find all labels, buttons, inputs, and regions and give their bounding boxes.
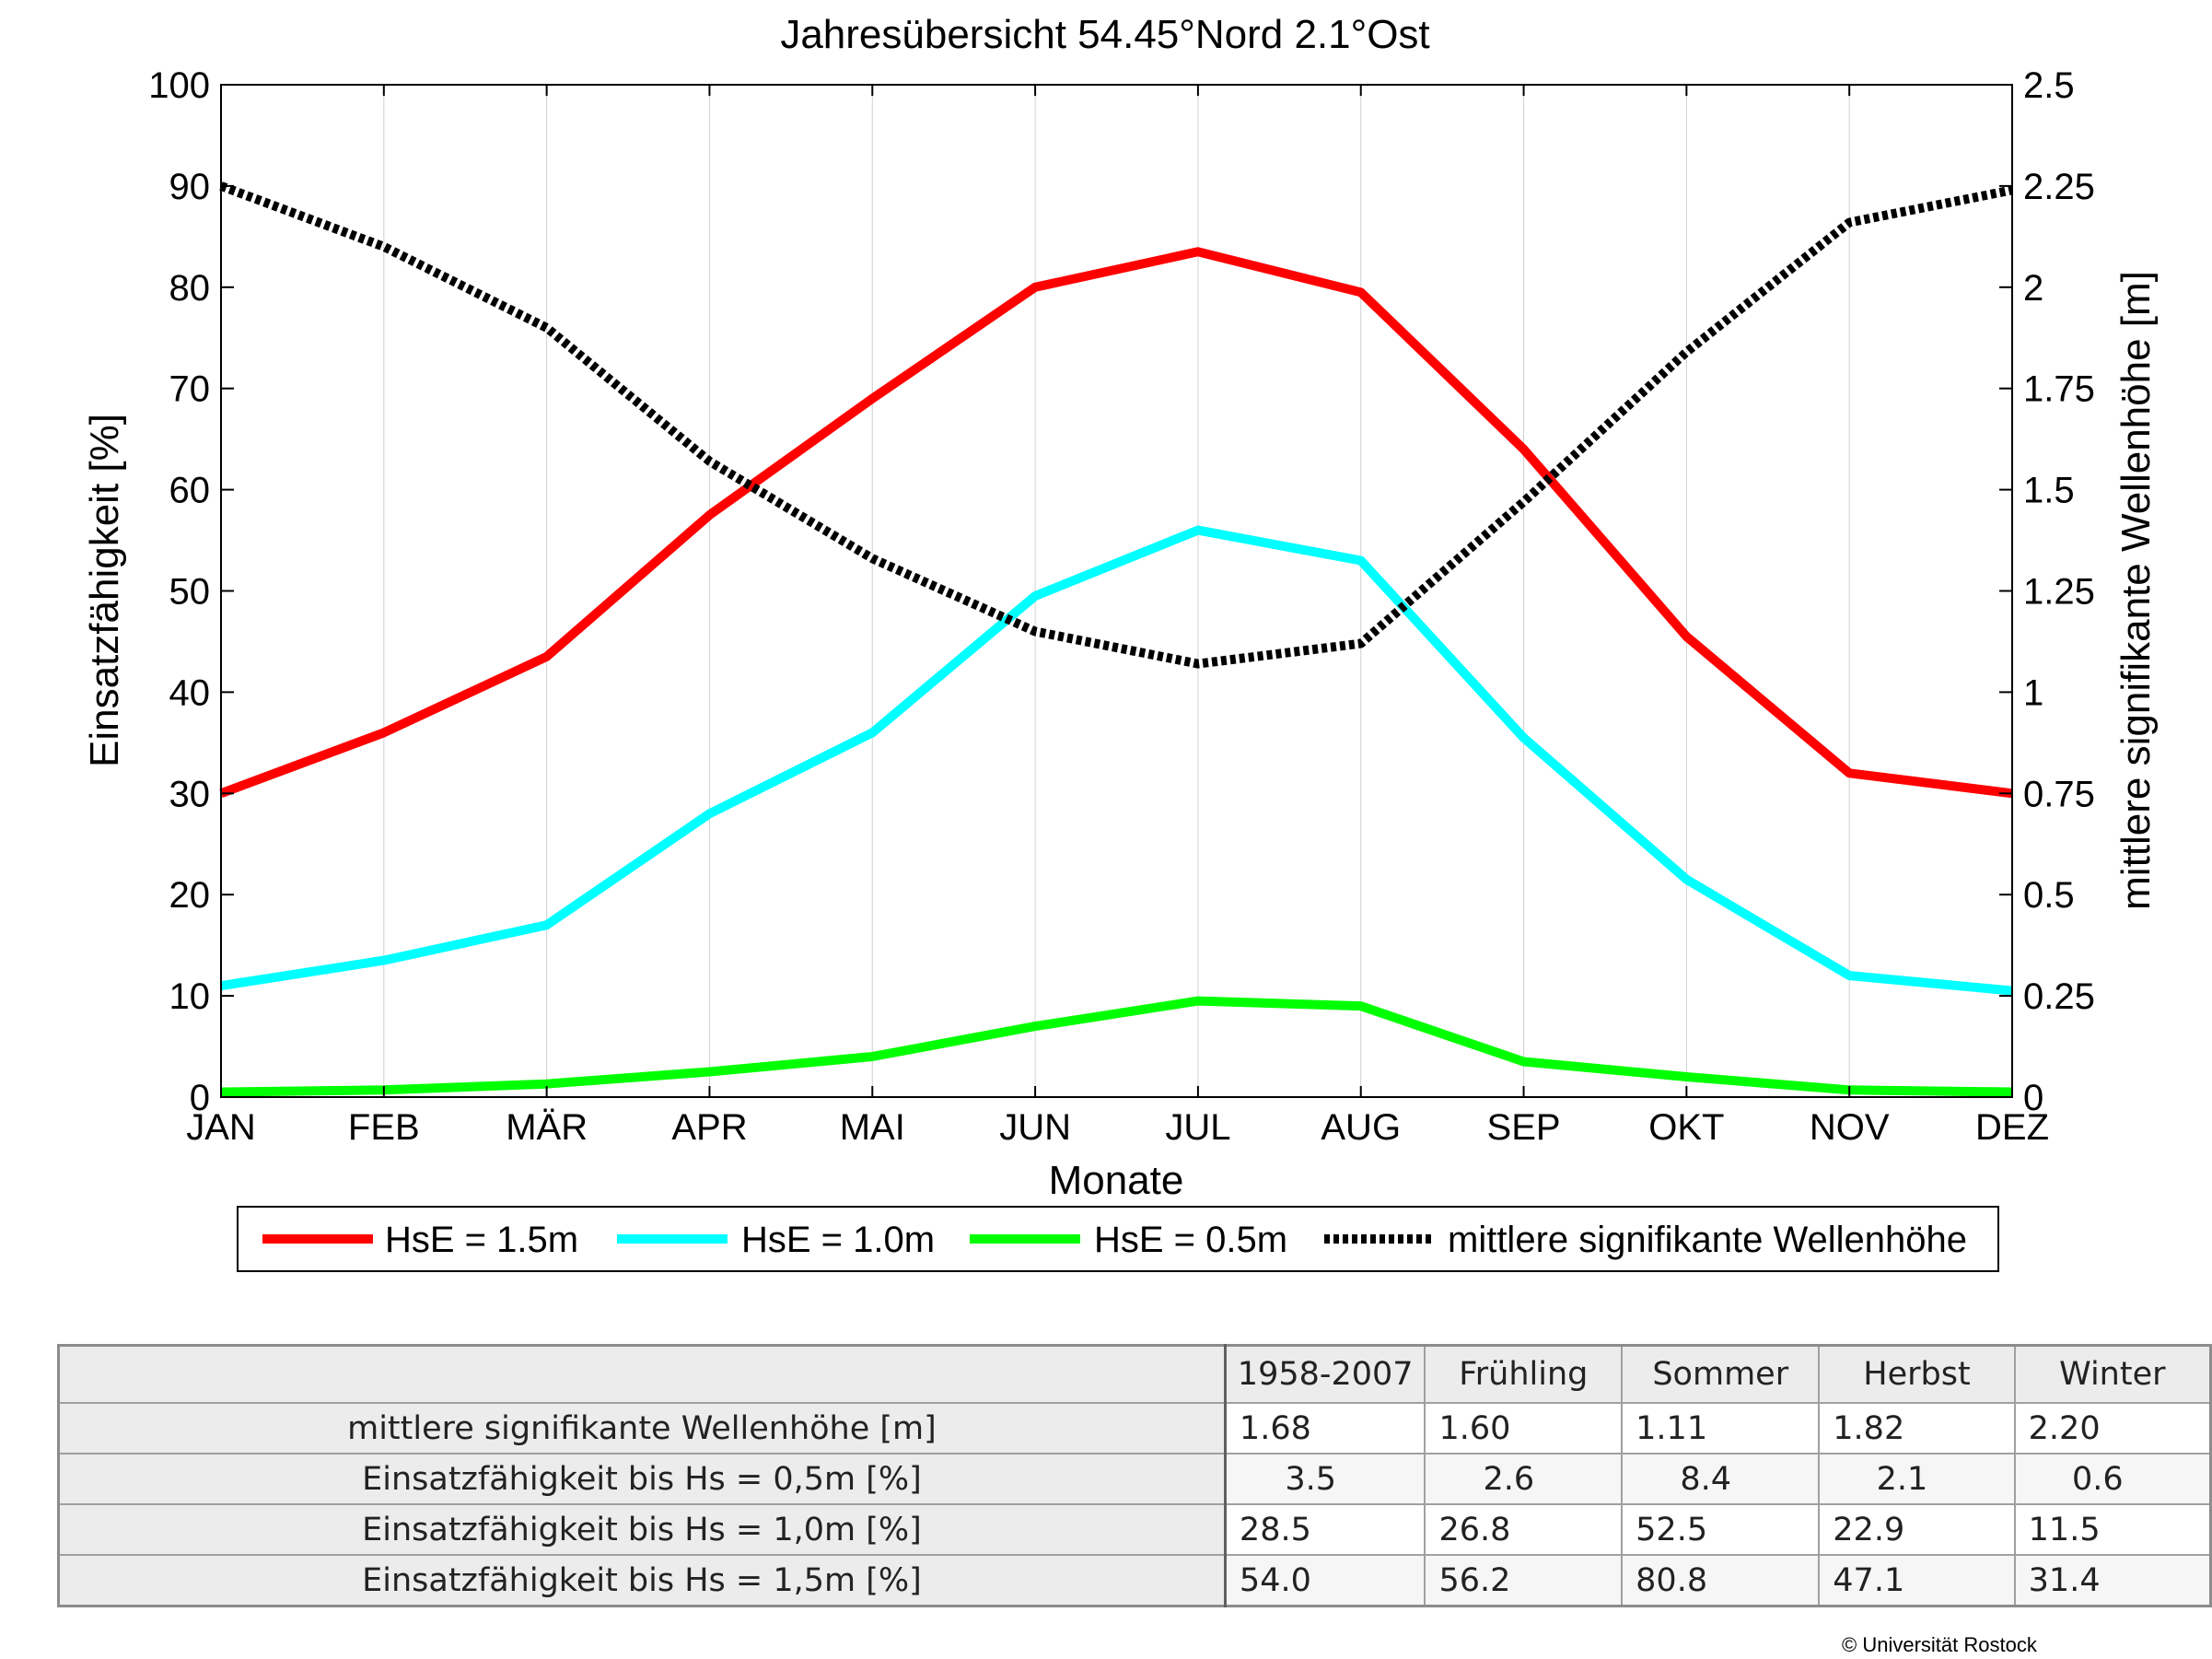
y-left-tick-label: 30	[169, 774, 211, 814]
x-tick-label: NOV	[1810, 1107, 1890, 1148]
x-tick-label: APR	[671, 1107, 747, 1148]
table-cell: 8.4	[1621, 1453, 1821, 1505]
table-cell: 22.9	[1818, 1503, 2016, 1556]
y-right-tick-label: 1.25	[2023, 572, 2095, 613]
y-left-tick-label: 20	[169, 875, 211, 916]
legend-label-0: HsE = 1.5m	[385, 1220, 578, 1260]
table-row-label: Einsatzfähigkeit bis Hs = 1,0m [%]	[57, 1503, 1227, 1556]
table-header-period: 1958-2007	[1224, 1344, 1426, 1404]
x-tick-label: SEP	[1487, 1107, 1561, 1148]
table-cell: 52.5	[1621, 1503, 1821, 1556]
y-left-tick-label: 40	[169, 672, 211, 713]
series-line-0	[219, 247, 2013, 799]
x-axis-label: Monate	[1049, 1158, 1184, 1203]
plot-frame	[220, 84, 2013, 1098]
x-tick-label: DEZ	[1975, 1107, 2049, 1148]
x-tick-label: JAN	[186, 1107, 256, 1148]
x-tick-label: MAI	[840, 1107, 905, 1148]
table-row-label: mittlere signifikante Wellenhöhe [m]	[57, 1402, 1227, 1455]
table-cell: 2.20	[2013, 1402, 2212, 1455]
table-header-winter: Winter	[2013, 1344, 2212, 1404]
table-header-spring: Frühling	[1424, 1344, 1624, 1404]
table-row: Einsatzfähigkeit bis Hs = 1,5m [%] 54.0 …	[57, 1554, 2212, 1607]
table-row: mittlere signifikante Wellenhöhe [m] 1.6…	[57, 1402, 2212, 1455]
table-corner-cell	[57, 1344, 1227, 1404]
x-tick-label: MÄR	[506, 1107, 588, 1148]
table-cell: 31.4	[2013, 1554, 2212, 1607]
y-right-tick-label: 0.25	[2023, 976, 2095, 1017]
table-cell: 1.68	[1224, 1402, 1426, 1455]
y-right-tick-label: 1	[2023, 672, 2043, 713]
legend-items: HsE = 1.5m HsE = 1.0m HsE = 0.5m mittlere s…	[262, 1220, 1967, 1260]
y-right-tick-label: 2	[2023, 268, 2043, 309]
y-right-tick-label: 1.75	[2023, 369, 2095, 410]
x-tick-label: JUL	[1165, 1107, 1230, 1148]
x-tick-label: OKT	[1648, 1107, 1724, 1148]
table-cell: 54.0	[1224, 1554, 1426, 1607]
legend-label-3: mittlere signifikante Wellenhöhe	[1448, 1220, 1967, 1260]
series-line-2	[220, 996, 2013, 1097]
y-right-tick-label: 0.5	[2023, 875, 2075, 916]
copyright-notice: © Universität Rostock	[1842, 1633, 2037, 1656]
x-tick-label: JUN	[999, 1107, 1071, 1148]
table-cell: 2.1	[1818, 1453, 2016, 1505]
y-right-tick-label: 1.5	[2023, 471, 2075, 511]
y-left-tick-label: 50	[169, 572, 211, 613]
table-header-autumn: Herbst	[1818, 1344, 2016, 1404]
table-cell: 56.2	[1424, 1554, 1624, 1607]
table-cell: 1.11	[1621, 1402, 1821, 1455]
table-cell: 3.5	[1224, 1453, 1426, 1505]
chart-title: Jahresübersicht 54.45°Nord 2.1°Ost	[780, 12, 1429, 57]
y-left-tick-label: 90	[169, 167, 211, 207]
gridlines	[383, 85, 1850, 1097]
table-cell: 1.60	[1424, 1402, 1624, 1455]
series-line-3	[219, 181, 2013, 669]
series-lines	[219, 181, 2013, 1097]
chart: Jahresübersicht 54.45°Nord 2.1°Ost JAN FE…	[82, 12, 2159, 1272]
table-cell: 1.82	[1818, 1402, 2016, 1455]
table-header-row: 1958-2007 Frühling Sommer Herbst Winter	[57, 1344, 2212, 1404]
table-row-label: Einsatzfähigkeit bis Hs = 0,5m [%]	[57, 1453, 1227, 1505]
y-axis-right-label: mittlere signifikante Wellenhöhe [m]	[2113, 271, 2159, 910]
table-cell: 28.5	[1224, 1503, 1426, 1556]
y-right-tick-label: 0	[2023, 1078, 2043, 1118]
y-left-tick-label: 0	[190, 1078, 210, 1118]
legend-box	[237, 1206, 1999, 1272]
y-left-tick-label: 80	[169, 268, 211, 309]
table-cell: 26.8	[1424, 1503, 1624, 1556]
table-cell: 47.1	[1818, 1554, 2016, 1607]
legend-label-2: HsE = 0.5m	[1094, 1220, 1287, 1260]
x-tick-label: AUG	[1321, 1107, 1401, 1148]
y-axis-left-label: Einsatzfähigkeit [%]	[82, 414, 127, 767]
table-row-label: Einsatzfähigkeit bis Hs = 1,5m [%]	[57, 1554, 1227, 1607]
table-cell: 0.6	[2013, 1453, 2212, 1505]
y-left-tick-label: 60	[169, 471, 211, 511]
axis-ticks: JAN FEB MÄR APR MAI JUN JUL AUG SEP OKT NOV DEZ0102…	[148, 65, 2095, 1148]
table-header-summer: Sommer	[1621, 1344, 1821, 1404]
x-tick-label: FEB	[348, 1107, 420, 1148]
series-line-1	[220, 525, 2013, 996]
table-row: Einsatzfähigkeit bis Hs = 0,5m [%] 3.5 2…	[57, 1453, 2212, 1505]
legend: HsE = 1.5m HsE = 1.0m HsE = 0.5m mittlere s…	[237, 1206, 1999, 1272]
y-right-tick-label: 2.5	[2023, 65, 2075, 106]
y-left-tick-label: 10	[169, 976, 211, 1017]
legend-label-1: HsE = 1.0m	[741, 1220, 935, 1260]
table-cell: 80.8	[1621, 1554, 1821, 1607]
table-cell: 11.5	[2013, 1503, 2212, 1556]
stats-table: 1958-2007 Frühling Sommer Herbst Winter …	[57, 1344, 2212, 1607]
table-cell: 2.6	[1424, 1453, 1624, 1505]
table-row: Einsatzfähigkeit bis Hs = 1,0m [%] 28.5 …	[57, 1503, 2212, 1556]
y-left-tick-label: 70	[169, 369, 211, 410]
y-right-tick-label: 0.75	[2023, 774, 2095, 814]
y-left-tick-label: 100	[148, 65, 210, 106]
y-right-tick-label: 2.25	[2023, 167, 2095, 207]
